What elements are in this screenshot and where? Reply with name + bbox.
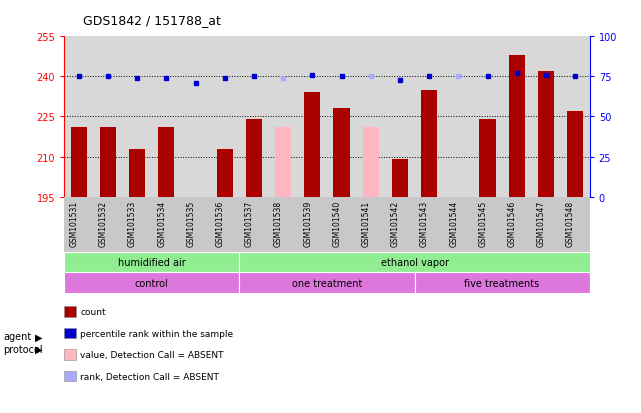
Bar: [217, 149, 233, 197]
Text: ethanol vapor: ethanol vapor: [381, 257, 449, 267]
Bar: [239, 252, 590, 273]
Bar: [567, 112, 583, 197]
Text: GSM101540: GSM101540: [333, 200, 342, 246]
Text: one treatment: one treatment: [292, 278, 362, 288]
Bar: [71, 128, 87, 197]
Text: GSM101548: GSM101548: [566, 200, 575, 246]
Text: GSM101538: GSM101538: [274, 200, 283, 246]
Text: ▶: ▶: [35, 332, 43, 342]
Text: protocol: protocol: [3, 344, 43, 354]
Text: GSM101535: GSM101535: [187, 200, 196, 246]
Text: control: control: [135, 278, 169, 288]
Text: GSM101536: GSM101536: [216, 200, 225, 246]
Bar: [100, 128, 116, 197]
Bar: [129, 149, 145, 197]
Bar: [392, 160, 408, 197]
Text: GSM101534: GSM101534: [157, 200, 166, 246]
Text: rank, Detection Call = ABSENT: rank, Detection Call = ABSENT: [80, 372, 219, 381]
Bar: [239, 273, 415, 293]
Bar: [333, 109, 349, 197]
Bar: [415, 273, 590, 293]
Text: percentile rank within the sample: percentile rank within the sample: [80, 329, 233, 338]
Text: value, Detection Call = ABSENT: value, Detection Call = ABSENT: [80, 350, 224, 359]
Text: humidified air: humidified air: [118, 257, 186, 267]
Bar: [421, 90, 437, 197]
Bar: [538, 72, 554, 197]
Text: GSM101545: GSM101545: [479, 200, 488, 246]
Text: GSM101542: GSM101542: [391, 200, 400, 246]
Bar: [479, 120, 495, 197]
Bar: [64, 252, 239, 273]
Bar: [509, 56, 525, 197]
Text: ▶: ▶: [35, 344, 43, 354]
Text: agent: agent: [3, 332, 31, 342]
Bar: [275, 128, 291, 197]
Text: GSM101546: GSM101546: [508, 200, 517, 246]
Bar: [304, 93, 320, 197]
Text: count: count: [80, 307, 106, 316]
Text: GDS1842 / 151788_at: GDS1842 / 151788_at: [83, 14, 221, 27]
Bar: [64, 273, 239, 293]
Text: GSM101532: GSM101532: [99, 200, 108, 246]
Text: GSM101537: GSM101537: [245, 200, 254, 246]
Text: GSM101531: GSM101531: [70, 200, 79, 246]
Text: GSM101547: GSM101547: [537, 200, 546, 246]
Text: five treatments: five treatments: [465, 278, 540, 288]
Text: GSM101533: GSM101533: [128, 200, 137, 246]
Bar: [363, 128, 379, 197]
Text: GSM101543: GSM101543: [420, 200, 429, 246]
Text: GSM101541: GSM101541: [362, 200, 370, 246]
Text: GSM101539: GSM101539: [303, 200, 312, 246]
Bar: [158, 128, 174, 197]
Bar: [246, 120, 262, 197]
Text: GSM101544: GSM101544: [449, 200, 458, 246]
